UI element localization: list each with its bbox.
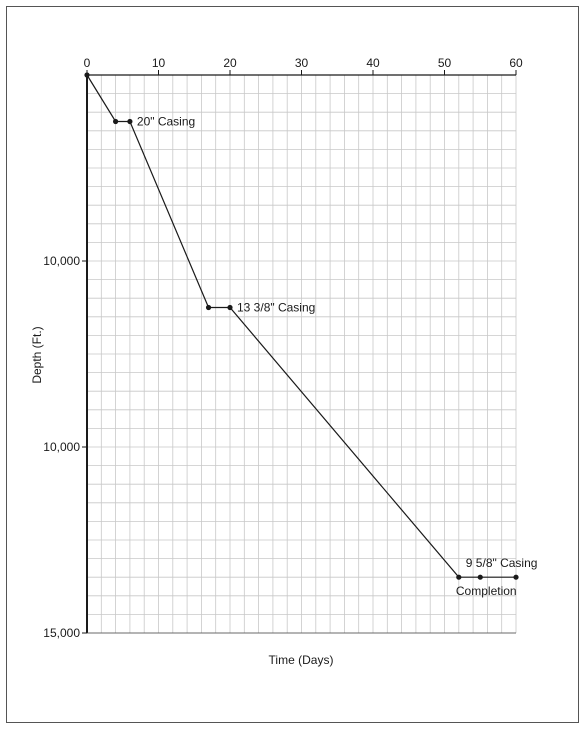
annotation-label: Completion — [456, 584, 517, 598]
grid-lines — [86, 74, 517, 634]
data-point — [456, 574, 462, 580]
annotation-label: 9 5/8" Casing — [466, 556, 538, 570]
data-point — [113, 118, 119, 125]
series-layer — [84, 72, 519, 580]
y-tick-label: 10,000 — [43, 440, 80, 454]
x-tick-label: 30 — [295, 56, 309, 70]
y-axis-label: Depth (Ft.) — [30, 326, 44, 383]
x-tick-label: 50 — [438, 56, 452, 70]
x-tick-label: 0 — [84, 56, 91, 70]
data-point — [84, 72, 90, 78]
annotation-label: 20" Casing — [137, 115, 195, 129]
x-tick-label: 40 — [366, 56, 380, 70]
x-tick-label: 10 — [152, 56, 166, 70]
annotations: 20" Casing 13 3/8" Casing 9 5/8" Casing Com… — [137, 115, 538, 599]
annotation-label: 13 3/8" Casing — [237, 301, 315, 315]
y-tick-label: 15,000 — [43, 626, 80, 640]
x-axis-label: Time (Days) — [269, 653, 334, 667]
data-point — [227, 304, 233, 311]
x-tick-label: 60 — [509, 56, 523, 70]
axes — [82, 70, 517, 634]
data-point — [205, 304, 212, 311]
y-tick-label: 10,000 — [43, 254, 80, 268]
data-point — [513, 574, 519, 580]
data-point — [477, 574, 483, 580]
x-tick-labels: 0 10 20 30 40 50 60 — [84, 56, 523, 70]
x-tick-label: 20 — [223, 56, 237, 70]
data-point — [127, 118, 133, 125]
y-tick-labels: 10,000 10,000 15,000 — [43, 254, 80, 640]
